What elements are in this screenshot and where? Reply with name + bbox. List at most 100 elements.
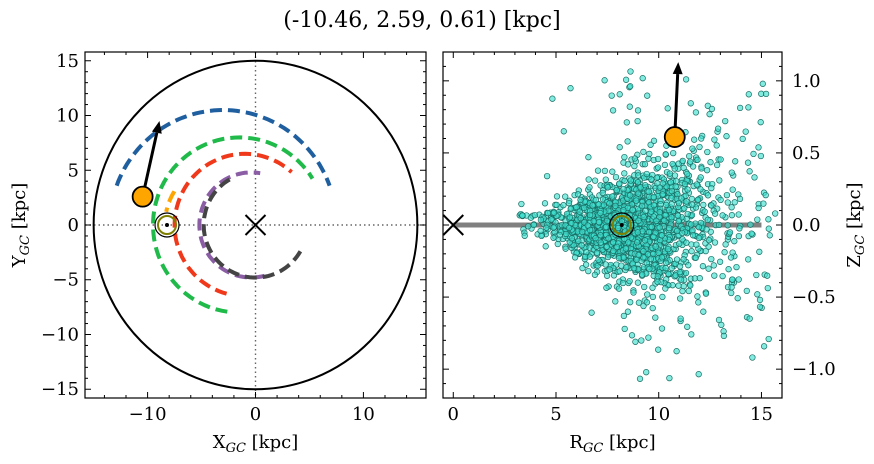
sample-point [597, 239, 604, 246]
sample-point [638, 202, 646, 210]
y-tick-label: 1.0 [792, 71, 821, 92]
sample-point [602, 261, 609, 268]
sample-point [703, 167, 711, 174]
sample-point [711, 272, 718, 279]
sample-point [549, 95, 556, 102]
sample-point [537, 227, 544, 235]
sample-point [688, 331, 695, 338]
rz-plot-content [443, 34, 779, 382]
sun-marker-rz-outer [609, 212, 635, 238]
sample-point [721, 249, 728, 256]
sample-point [640, 148, 647, 156]
sample-point [609, 168, 616, 175]
sample-point [654, 164, 662, 171]
sample-point [644, 92, 651, 99]
sample-point [691, 136, 698, 143]
sample-point [679, 236, 686, 243]
sample-point [609, 193, 616, 200]
y-tick-label: −5 [52, 270, 79, 291]
sample-point [647, 255, 654, 263]
sample-point [664, 105, 671, 112]
xy-ticks: −10 0 10 −15 −10 −5 0 5 10 15 [41, 51, 426, 425]
sample-point [633, 256, 640, 263]
sample-points [516, 34, 779, 382]
sun-marker-rz-ring [611, 215, 632, 235]
sample-point [586, 211, 594, 219]
sample-point [652, 314, 659, 321]
sample-point [565, 224, 573, 232]
sample-point [717, 156, 724, 163]
sample-point [571, 254, 579, 261]
sample-point [588, 309, 595, 316]
sample-point [659, 293, 666, 301]
sample-point [583, 248, 590, 256]
sample-point [683, 198, 690, 205]
sample-point [747, 221, 754, 228]
sample-point [633, 239, 641, 246]
sample-point [725, 266, 732, 273]
velocity-arrow-xy-head [151, 120, 162, 134]
sample-point [714, 125, 722, 132]
sample-point [608, 92, 615, 99]
sample-point [604, 184, 611, 191]
sample-point [627, 83, 634, 90]
sample-point [613, 186, 620, 194]
sample-point [649, 304, 656, 312]
sample-point [705, 265, 712, 272]
sample-point [746, 34, 752, 40]
sample-point [621, 177, 628, 184]
sample-point [754, 291, 761, 298]
spiral-arm-2 [150, 135, 315, 314]
sample-point [630, 289, 637, 296]
sample-point [707, 159, 714, 166]
sample-point [622, 245, 630, 252]
sample-point [648, 176, 655, 183]
sample-point [684, 323, 691, 330]
sample-point [689, 201, 696, 208]
star-marker-xy [131, 185, 154, 208]
sample-point [689, 232, 697, 239]
sample-point [615, 255, 623, 262]
sample-point [566, 214, 573, 221]
sample-point [658, 254, 666, 261]
sample-point [666, 374, 673, 382]
sample-point [612, 173, 620, 181]
sample-point [537, 216, 545, 224]
sample-point [682, 76, 690, 83]
sample-point [720, 332, 728, 340]
sample-point [627, 299, 634, 306]
sample-point [585, 154, 592, 161]
sample-point [599, 189, 606, 197]
sample-point [687, 282, 694, 289]
sample-point [584, 222, 591, 229]
sample-point [662, 212, 669, 219]
sample-point [719, 212, 726, 219]
galactic-center-marker-rz [443, 214, 464, 236]
sample-point [731, 199, 738, 206]
y-tick-label: 0 [68, 215, 79, 236]
sample-point [667, 179, 674, 186]
sample-point [673, 348, 680, 355]
sample-point [745, 91, 752, 98]
sample-point [573, 204, 580, 211]
sample-point [662, 151, 669, 158]
y-tick-label: −15 [41, 379, 79, 400]
sample-point [594, 167, 602, 174]
sample-point [765, 216, 772, 223]
sample-point [647, 208, 655, 215]
sample-point [731, 238, 738, 245]
sample-point [602, 223, 610, 231]
sample-point [626, 192, 634, 199]
sample-point [579, 228, 586, 236]
sun-marker-xy-ring [157, 215, 178, 235]
sample-point [711, 136, 718, 143]
sample-point [544, 209, 552, 217]
sample-point [724, 199, 731, 206]
sample-point [746, 168, 753, 175]
sample-point [762, 191, 769, 199]
sample-point [750, 150, 757, 158]
sample-point [686, 152, 693, 160]
sample-point [760, 200, 767, 207]
sample-point [679, 157, 686, 165]
sample-point [563, 230, 570, 238]
